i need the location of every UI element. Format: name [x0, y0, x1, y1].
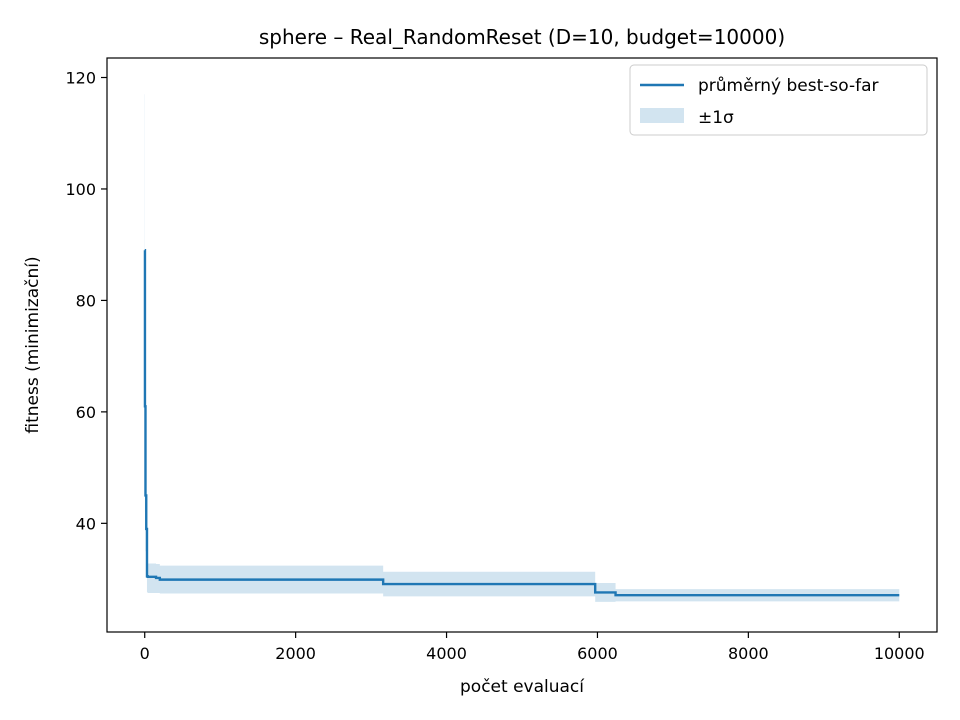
x-axis-label: počet evaluací [460, 677, 585, 697]
x-tick-label: 10000 [874, 644, 925, 663]
legend-label-mean: průměrný best-so-far [698, 76, 879, 96]
y-tick-label: 60 [76, 403, 96, 422]
legend-band-swatch [640, 108, 684, 123]
y-tick-label: 120 [65, 69, 96, 88]
x-axis: 0 2000 4000 6000 8000 10000 [140, 632, 925, 663]
x-tick-label: 2000 [275, 644, 316, 663]
y-axis-label: fitness (minimizační) [23, 256, 43, 433]
line-layer [143, 249, 900, 597]
plot-frame [106, 57, 938, 633]
legend-frame [629, 64, 928, 136]
y-tick-label: 100 [65, 180, 96, 199]
legend-label-band: ±1σ [698, 108, 734, 128]
x-tick-label: 4000 [426, 644, 467, 663]
y-tick-label: 80 [76, 291, 96, 310]
x-tick-label: 6000 [577, 644, 618, 663]
x-tick-label: 8000 [728, 644, 769, 663]
chart-title: sphere – Real_RandomReset (D=10, budget=… [259, 25, 785, 49]
legend: průměrný best-so-far ±1σ [629, 64, 928, 136]
y-axis: 40 60 80 100 120 [65, 69, 107, 533]
x-tick-label: 0 [140, 644, 150, 663]
y-tick-label: 40 [76, 514, 96, 533]
series-line-0 [143, 249, 900, 597]
